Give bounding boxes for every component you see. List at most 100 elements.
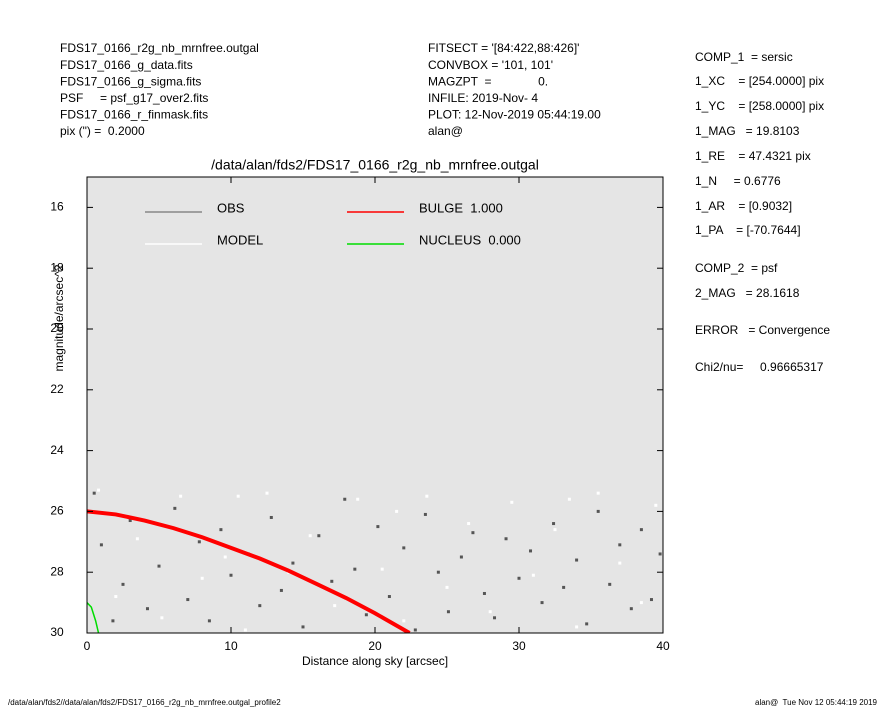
y-tick-label: 18	[50, 260, 64, 274]
data-point	[186, 598, 190, 602]
header-line: FDS17_0166_g_data.fits	[60, 58, 193, 72]
data-point	[446, 610, 450, 614]
fit-parameter: 1_PA = [-70.7644]	[695, 223, 801, 237]
fit-parameter: Chi2/nu= 0.96665317	[695, 360, 824, 374]
data-point	[529, 549, 533, 553]
data-point	[207, 619, 211, 623]
plot-frame	[86, 176, 664, 634]
data-point	[258, 604, 262, 608]
legend-label: BULGE 1.000	[419, 200, 503, 215]
plot-area	[87, 488, 662, 633]
data-point	[179, 494, 183, 498]
y-tick-label: 24	[50, 443, 64, 457]
data-point	[333, 604, 337, 608]
chart-title: /data/alan/fds2/FDS17_0166_r2g_nb_mrnfre…	[211, 157, 539, 173]
data-point	[395, 509, 399, 513]
x-tick-label: 0	[84, 639, 91, 653]
data-point	[269, 515, 273, 519]
data-point	[445, 585, 449, 589]
data-point	[608, 582, 612, 586]
data-point	[402, 546, 406, 550]
fit-parameter: 1_YC = [258.0000] pix	[695, 99, 824, 113]
y-tick-label: 20	[50, 321, 64, 335]
plot-background	[87, 177, 663, 633]
data-point	[423, 512, 427, 516]
data-point	[197, 540, 201, 544]
data-point	[510, 500, 514, 504]
data-point	[111, 619, 115, 623]
x-tick-label: 20	[368, 639, 382, 653]
header-line: MAGZPT = 0.	[428, 74, 548, 88]
data-point	[618, 561, 622, 565]
data-point	[380, 567, 384, 571]
profile-line	[87, 602, 100, 633]
data-point	[243, 628, 247, 632]
data-point	[553, 528, 557, 532]
data-point	[364, 613, 368, 617]
data-point	[308, 534, 312, 538]
data-point	[265, 491, 269, 495]
y-tick-label: 30	[50, 625, 64, 639]
data-point	[436, 570, 440, 574]
fit-parameter: 1_AR = [0.9032]	[695, 199, 792, 213]
y-axis-label: magnitude/arcsec^2	[52, 264, 66, 371]
footer-path: /data/alan/fds2//data/alan/fds2/FDS17_01…	[8, 698, 281, 707]
data-point	[135, 537, 139, 541]
data-point	[279, 588, 283, 592]
data-point	[567, 497, 571, 501]
y-tick-label: 28	[50, 564, 64, 578]
data-point	[236, 494, 240, 498]
header-line: FDS17_0166_r2g_nb_mrnfree.outgal	[60, 41, 259, 55]
data-point	[552, 522, 556, 526]
data-point	[413, 628, 417, 632]
data-point	[157, 564, 161, 568]
data-point	[618, 543, 622, 547]
legend-label: OBS	[217, 200, 245, 215]
data-point	[145, 607, 149, 611]
data-point	[173, 506, 177, 510]
fit-parameter: 1_MAG = 19.8103	[695, 124, 800, 138]
legend-label: MODEL	[217, 232, 263, 247]
data-point	[639, 601, 643, 605]
x-axis-label: Distance along sky [arcsec]	[302, 654, 448, 668]
fit-parameter: 2_MAG = 28.1618	[695, 286, 800, 300]
profile-line	[87, 509, 411, 633]
data-point	[219, 528, 223, 532]
data-point	[99, 543, 103, 547]
header-line: FDS17_0166_g_sigma.fits	[60, 74, 201, 88]
header-line: FDS17_0166_r_finmask.fits	[60, 108, 208, 122]
data-point	[425, 494, 429, 498]
data-point	[596, 491, 600, 495]
data-point	[482, 591, 486, 595]
data-point	[639, 528, 643, 532]
data-point	[223, 555, 227, 559]
data-point	[160, 616, 164, 620]
data-point	[376, 525, 380, 529]
x-tick-label: 40	[656, 639, 670, 653]
data-point	[353, 567, 357, 571]
data-point	[493, 616, 497, 620]
data-point	[471, 531, 475, 535]
data-point	[387, 595, 391, 599]
legend-label: NUCLEUS 0.000	[419, 232, 521, 247]
y-tick-label: 26	[50, 504, 64, 518]
fit-parameter: 1_XC = [254.0000] pix	[695, 74, 824, 88]
data-point	[562, 585, 566, 589]
data-point	[97, 488, 101, 492]
data-point	[92, 491, 96, 495]
data-point	[459, 555, 463, 559]
data-point	[114, 595, 118, 599]
footer-stamp: alan@ Tue Nov 12 05:44:19 2019	[755, 698, 878, 707]
data-point	[402, 619, 406, 623]
x-tick-label: 10	[224, 639, 238, 653]
data-point	[575, 625, 579, 629]
data-point	[356, 497, 360, 501]
data-point	[540, 601, 544, 605]
data-point	[317, 534, 321, 538]
data-point	[330, 579, 334, 583]
data-point	[200, 576, 204, 580]
data-point	[596, 509, 600, 513]
header-line: pix (") = 0.2000	[60, 124, 145, 138]
